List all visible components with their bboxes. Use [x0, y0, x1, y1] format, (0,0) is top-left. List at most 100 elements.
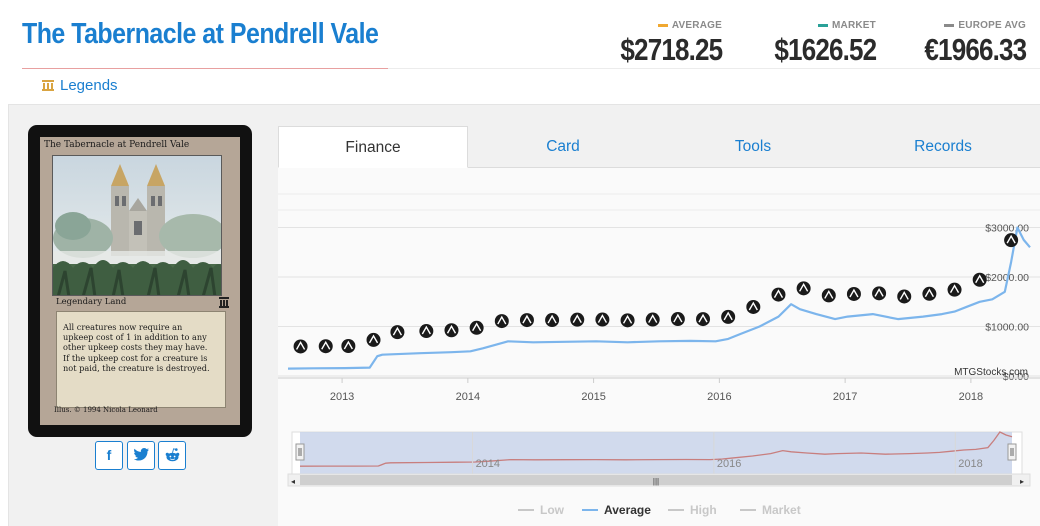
x-tick-label: 2015: [581, 391, 605, 403]
set-event-marker-icon: [570, 312, 585, 327]
navigator-series-line: [299, 431, 1013, 467]
facebook-share-button[interactable]: f: [95, 441, 123, 470]
set-event-glyph: [446, 324, 457, 334]
set-event-glyph: [497, 315, 507, 325]
set-column-icon: [42, 80, 54, 91]
set-event-marker-icon: [444, 323, 459, 338]
navigator-handle: [295, 443, 305, 461]
average-label: AVERAGE: [671, 20, 722, 31]
set-event-glyph: [748, 301, 758, 311]
europe-color-dash: [944, 23, 955, 27]
average-color-dash: [657, 23, 668, 27]
set-event-marker-icon: [796, 281, 811, 296]
set-event-glyph: [597, 314, 608, 323]
average-value: $2718.25: [620, 32, 723, 67]
navigator-scrollbar-thumb: [300, 475, 1012, 485]
market-color-dash: [818, 23, 829, 27]
set-event-marker-icon: [341, 339, 356, 354]
set-event-marker-icon: [1004, 233, 1019, 248]
set-event-glyph: [849, 288, 859, 298]
set-event-marker-icon: [366, 332, 381, 347]
set-event-marker-icon: [670, 312, 685, 327]
header-divider: [388, 68, 1040, 69]
legend-item-high: High: [690, 503, 717, 517]
x-tick-label: 2016: [707, 391, 731, 403]
set-event-glyph: [547, 314, 557, 324]
legend-item-average: Average: [604, 503, 651, 517]
x-tick-label: 2014: [456, 391, 480, 403]
set-event-glyph: [899, 291, 909, 300]
card-type-line: Legendary Land: [56, 297, 127, 307]
set-event-marker-icon: [897, 289, 912, 304]
navigator-handle: [1007, 443, 1017, 461]
x-tick-label: 2018: [959, 391, 983, 403]
page-title: The Tabernacle at Pendrell Vale: [22, 18, 379, 50]
set-event-marker-icon: [846, 286, 861, 301]
set-event-marker-icon: [947, 282, 962, 297]
set-event-marker-icon: [620, 313, 635, 328]
legend-item-low: Low: [540, 503, 565, 517]
set-event-glyph: [522, 314, 532, 324]
set-event-glyph: [673, 313, 683, 323]
set-event-glyph: [773, 289, 784, 298]
europe-avg-price: EUROPE AVG €1966.33: [905, 20, 1027, 68]
scrollbar-grip: |||: [653, 477, 659, 486]
twitter-share-button[interactable]: [127, 441, 155, 470]
x-tick-label: 2013: [330, 391, 354, 403]
scroll-left-arrow-icon: ◂: [291, 477, 295, 486]
set-event-marker-icon: [419, 324, 434, 339]
set-event-marker-icon: [696, 312, 711, 327]
set-symbol-icon: [219, 297, 229, 308]
set-event-glyph: [295, 341, 306, 350]
set-event-marker-icon: [771, 287, 786, 302]
set-event-marker-icon: [746, 299, 761, 314]
set-event-marker-icon: [545, 313, 560, 328]
navigator-tick-label: 2016: [717, 458, 741, 470]
title-underline: [22, 68, 388, 69]
set-event-glyph: [368, 334, 379, 344]
navigator-tick-label: 2014: [476, 458, 500, 470]
navigator-selection: [300, 432, 1012, 474]
scroll-right-arrow-icon: ▸: [1020, 477, 1024, 486]
average-series-line: [287, 226, 1031, 370]
tab-records[interactable]: Records: [914, 138, 972, 155]
tab-card[interactable]: Card: [546, 138, 580, 155]
set-event-marker-icon: [922, 286, 937, 301]
set-event-glyph: [698, 313, 708, 323]
legend-item-market: Market: [762, 503, 801, 517]
set-event-marker-icon: [469, 320, 484, 335]
chart-watermark: MTGStocks.com: [954, 367, 1028, 378]
set-event-glyph: [421, 325, 431, 335]
legends-set-link[interactable]: Legends: [42, 77, 118, 94]
tab-finance[interactable]: Finance: [278, 126, 468, 168]
market-label: MARKET: [832, 20, 876, 31]
card-rules-text: All creatures now require an upkeep cost…: [56, 311, 226, 408]
set-event-marker-icon: [721, 309, 736, 324]
set-event-glyph: [321, 340, 331, 350]
set-event-marker-icon: [519, 313, 534, 328]
facebook-icon: f: [106, 447, 112, 463]
card-name: The Tabernacle at Pendrell Vale: [44, 140, 190, 150]
set-event-glyph: [1006, 234, 1016, 244]
set-event-glyph: [824, 290, 834, 299]
europe-avg-label: EUROPE AVG: [958, 20, 1026, 31]
set-event-glyph: [723, 311, 733, 321]
set-event-glyph: [572, 314, 582, 323]
set-event-glyph: [648, 314, 658, 323]
card-artwork: [52, 155, 222, 296]
reddit-share-button[interactable]: [158, 441, 186, 470]
set-event-glyph: [343, 340, 353, 350]
market-price: MARKET $1626.52: [755, 20, 877, 68]
legends-label: Legends: [60, 77, 118, 94]
navigator-tick-label: 2018: [958, 458, 982, 470]
set-event-glyph: [874, 287, 884, 297]
set-event-marker-icon: [390, 325, 405, 340]
set-event-glyph: [949, 284, 960, 293]
average-price: AVERAGE $2718.25: [601, 20, 723, 68]
x-tick-label: 2017: [833, 391, 857, 403]
tab-tools[interactable]: Tools: [734, 138, 772, 155]
set-event-glyph: [392, 326, 403, 336]
set-event-glyph: [622, 314, 633, 324]
set-event-glyph: [799, 282, 809, 292]
